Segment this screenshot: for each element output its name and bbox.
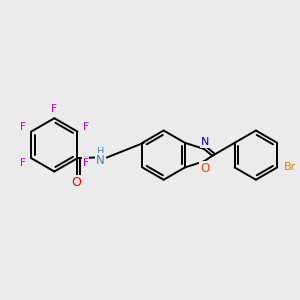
Text: F: F [51, 104, 57, 114]
Text: N: N [96, 154, 105, 167]
Text: F: F [20, 122, 26, 132]
Text: F: F [83, 122, 88, 132]
Text: F: F [20, 158, 26, 168]
Text: O: O [200, 162, 209, 175]
Text: H: H [97, 147, 104, 157]
Text: F: F [83, 158, 88, 168]
Text: Br: Br [284, 162, 296, 172]
Text: O: O [71, 176, 81, 189]
Text: N: N [201, 137, 209, 147]
